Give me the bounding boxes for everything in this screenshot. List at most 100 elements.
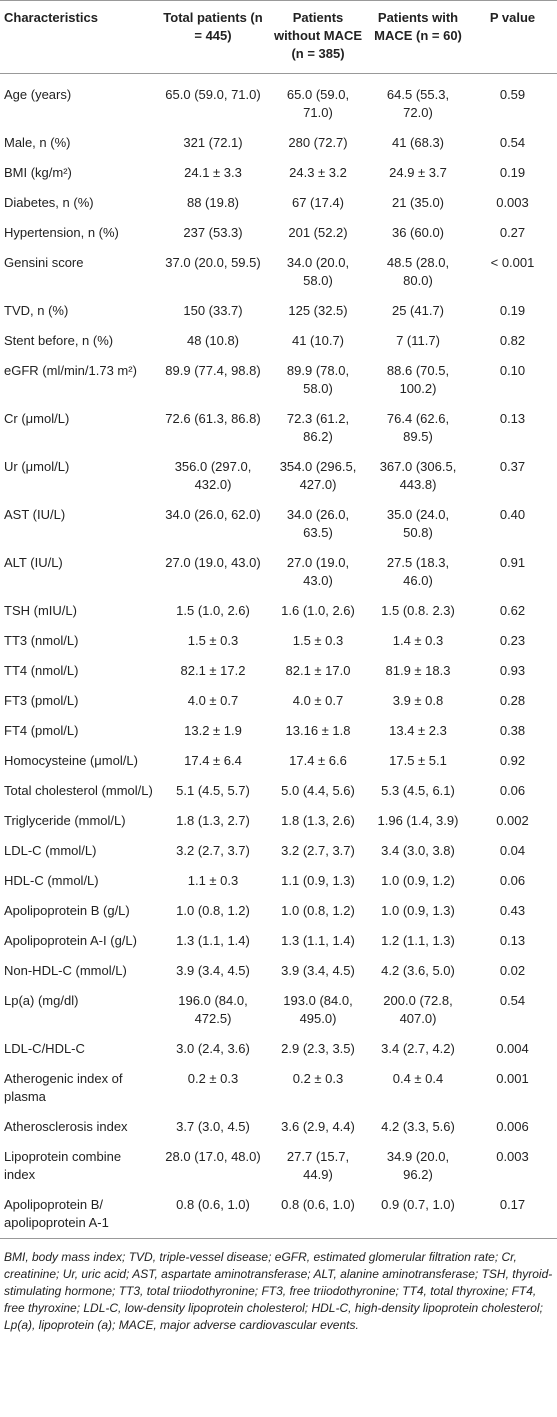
table-cell: 0.13 (499, 411, 526, 426)
table-cell: 1.0 (0.8, 1.2) (281, 903, 355, 918)
table-cell: 3.4 (2.7, 4.2) (381, 1041, 455, 1056)
row-label: Lipoprotein combine index (4, 1149, 122, 1182)
table-cell: 0.06 (499, 873, 526, 888)
table-row: Atherogenic index of plasma 0.2 ± 0.3 0.2 … (0, 1064, 557, 1112)
table-row: Homocysteine (μmol/L) 17.4 ± 6.4 17.4 ± 6.… (0, 746, 557, 776)
row-label: TVD, n (%) (4, 303, 69, 318)
table-row: ALT (IU/L) 27.0 (19.0, 43.0) 27.0 (19.0, 4… (0, 548, 557, 596)
table-cell: 28.0 (17.0, 48.0) (165, 1149, 261, 1164)
table-cell: 1.4 ± 0.3 (392, 633, 444, 648)
table-cell: 0.54 (499, 135, 526, 150)
table-row: HDL-C (mmol/L) 1.1 ± 0.3 1.1 (0.9, 1.3) 1.0… (0, 866, 557, 896)
table-row: Ur (μmol/L) 356.0 (297.0, 432.0) 354.0 (29… (0, 452, 557, 500)
table-row: eGFR (ml/min/1.73 m²) 89.9 (77.4, 98.8) 89… (0, 356, 557, 404)
table-cell: 3.6 (2.9, 4.4) (281, 1119, 355, 1134)
table-cell: 24.9 ± 3.7 (389, 165, 447, 180)
table-cell: 0.8 (0.6, 1.0) (176, 1197, 250, 1212)
table-cell: 34.0 (26.0, 62.0) (165, 507, 261, 522)
table-cell: 88.6 (70.5, 100.2) (386, 363, 450, 396)
table-cell: 34.0 (26.0, 63.5) (286, 507, 350, 540)
table-row: Hypertension, n (%) 237 (53.3) 201 (52.2) 3… (0, 218, 557, 248)
table-header: Characteristics Total patients (n = 445) P… (0, 0, 557, 74)
table-cell: 3.2 (2.7, 3.7) (281, 843, 355, 858)
table-cell: 25 (41.7) (391, 303, 445, 318)
row-label: Gensini score (4, 255, 84, 270)
table-row: Non-HDL-C (mmol/L) 3.9 (3.4, 4.5) 3.9 (3.4… (0, 956, 557, 986)
table-cell: 3.7 (3.0, 4.5) (176, 1119, 250, 1134)
table-cell: 81.9 ± 18.3 (385, 663, 451, 678)
table-cell: 0.06 (499, 783, 526, 798)
table-cell: 1.5 ± 0.3 (292, 633, 344, 648)
table-cell: 0.13 (499, 933, 526, 948)
table-cell: 0.91 (499, 555, 526, 570)
table-cell: 88 (19.8) (186, 195, 240, 210)
table-cell: 1.0 (0.9, 1.3) (381, 903, 455, 918)
table-cell: 3.9 ± 0.8 (392, 693, 444, 708)
table-cell: 0.62 (499, 603, 526, 618)
table-row: Cr (μmol/L) 72.6 (61.3, 86.8) 72.3 (61.2, … (0, 404, 557, 452)
table-row: TT4 (nmol/L) 82.1 ± 17.2 82.1 ± 17.0 81.9 ±… (0, 656, 557, 686)
table-cell: 24.3 ± 3.2 (289, 165, 347, 180)
table-cell: 0.54 (499, 993, 526, 1008)
table-cell: 27.0 (19.0, 43.0) (165, 555, 261, 570)
table-cell: 17.5 ± 5.1 (389, 753, 447, 768)
table-cell: 82.1 ± 17.0 (285, 663, 351, 678)
table-cell: 237 (53.3) (183, 225, 243, 240)
table-cell: 21 (35.0) (391, 195, 445, 210)
row-label: Apolipoprotein B (g/L) (4, 903, 130, 918)
table-cell: 0.37 (499, 459, 526, 474)
table-container: Characteristics Total patients (n = 445) P… (0, 0, 557, 1332)
table-cell: 27.5 (18.3, 46.0) (386, 555, 450, 588)
table-cell: 48 (10.8) (186, 333, 240, 348)
table-cell: 7 (11.7) (396, 333, 440, 348)
row-label: FT3 (pmol/L) (4, 693, 79, 708)
table-cell: 1.96 (1.4, 3.9) (377, 813, 459, 828)
row-label: TT3 (nmol/L) (4, 633, 79, 648)
table-cell: 367.0 (306.5, 443.8) (379, 459, 457, 492)
row-label: Diabetes, n (%) (4, 195, 94, 210)
header-cell: Characteristics (4, 10, 98, 25)
row-label: eGFR (ml/min/1.73 m²) (4, 363, 137, 378)
table-row: LDL-C/HDL-C 3.0 (2.4, 3.6) 2.9 (2.3, 3.5) 3… (0, 1034, 557, 1064)
row-label: Apolipoprotein A-I (g/L) (4, 933, 137, 948)
table-cell: 1.3 (1.1, 1.4) (176, 933, 250, 948)
table-cell: 5.0 (4.4, 5.6) (281, 783, 355, 798)
table-cell: 67 (17.4) (291, 195, 345, 210)
table-cell: 0.82 (499, 333, 526, 348)
table-cell: 1.5 ± 0.3 (187, 633, 239, 648)
table-cell: 0.43 (499, 903, 526, 918)
row-label: Total cholesterol (mmol/L) (4, 783, 153, 798)
row-label: HDL-C (mmol/L) (4, 873, 99, 888)
table-cell: 13.16 ± 1.8 (285, 723, 351, 738)
table-cell: 3.4 (3.0, 3.8) (381, 843, 455, 858)
table-cell: 2.9 (2.3, 3.5) (281, 1041, 355, 1056)
row-label: Atherosclerosis index (4, 1119, 128, 1134)
characteristics-table: Characteristics Total patients (n = 445) P… (0, 0, 557, 1239)
table-cell: 0.27 (499, 225, 526, 240)
table-cell: 0.23 (499, 633, 526, 648)
table-cell: 72.3 (61.2, 86.2) (286, 411, 350, 444)
table-row: TT3 (nmol/L) 1.5 ± 0.3 1.5 ± 0.3 1.4 ± 0.3 0… (0, 626, 557, 656)
row-label: Male, n (%) (4, 135, 71, 150)
table-cell: 150 (33.7) (183, 303, 243, 318)
row-label: FT4 (pmol/L) (4, 723, 79, 738)
table-cell: 0.19 (499, 165, 526, 180)
table-cell: 17.4 ± 6.4 (184, 753, 242, 768)
table-cell: 0.003 (496, 1149, 529, 1164)
table-cell: 201 (52.2) (288, 225, 348, 240)
table-cell: 0.04 (499, 843, 526, 858)
row-label: Cr (μmol/L) (4, 411, 70, 426)
table-cell: 356.0 (297.0, 432.0) (174, 459, 252, 492)
table-cell: 0.10 (499, 363, 526, 378)
header-cell: Patients with MACE (n = 60) (374, 10, 462, 43)
table-cell: 89.9 (77.4, 98.8) (165, 363, 261, 378)
table-row: TSH (mIU/L) 1.5 (1.0, 2.6) 1.6 (1.0, 2.6) 1… (0, 596, 557, 626)
row-label: Atherogenic index of plasma (4, 1071, 123, 1104)
table-row: BMI (kg/m²) 24.1 ± 3.3 24.3 ± 3.2 24.9 ± 3.… (0, 158, 557, 188)
row-label: TT4 (nmol/L) (4, 663, 79, 678)
table-cell: 0.28 (499, 693, 526, 708)
table-cell: 48.5 (28.0, 80.0) (386, 255, 450, 288)
row-label: Stent before, n (%) (4, 333, 114, 348)
table-cell: 0.02 (499, 963, 526, 978)
